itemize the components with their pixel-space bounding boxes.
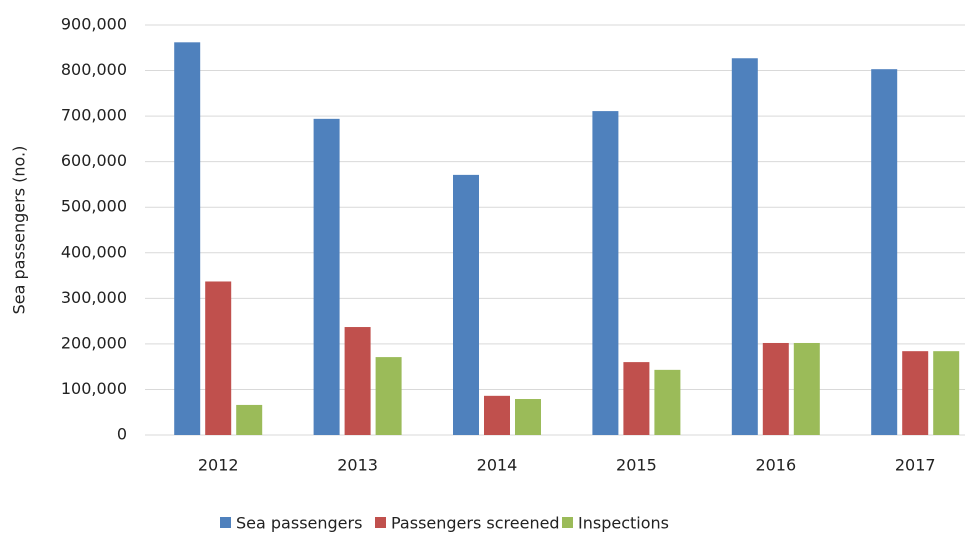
y-tick-label: 400,000 xyxy=(61,242,127,261)
bar xyxy=(793,342,820,435)
y-tick-label: 200,000 xyxy=(61,333,127,352)
bar xyxy=(902,351,929,435)
y-tick-label: 500,000 xyxy=(61,197,127,216)
y-tick-label: 300,000 xyxy=(61,288,127,307)
bar xyxy=(871,69,898,435)
bar xyxy=(933,351,960,435)
legend-swatch xyxy=(562,517,573,528)
y-tick-label: 0 xyxy=(117,425,127,444)
bar xyxy=(174,42,201,436)
bar xyxy=(453,174,479,435)
bar xyxy=(236,404,263,435)
y-tick-label: 100,000 xyxy=(61,379,127,398)
bar xyxy=(313,118,340,435)
legend-label: Inspections xyxy=(578,514,669,533)
bar xyxy=(515,399,541,435)
bar xyxy=(375,357,402,435)
bar xyxy=(484,395,510,435)
bar xyxy=(592,111,619,435)
x-tick-label: 2013 xyxy=(337,456,378,475)
x-tick-label: 2012 xyxy=(198,456,239,475)
bar xyxy=(205,281,232,435)
bar xyxy=(731,58,758,435)
legend-swatch xyxy=(375,517,386,528)
legend-label: Passengers screened xyxy=(391,514,560,533)
x-tick-label: 2017 xyxy=(895,456,936,475)
bar xyxy=(344,327,371,435)
x-tick-label: 2014 xyxy=(477,456,518,475)
y-tick-label: 900,000 xyxy=(61,15,127,34)
y-tick-label: 700,000 xyxy=(61,106,127,125)
legend-label: Sea passengers xyxy=(236,514,362,533)
y-axis-label: Sea passengers (no.) xyxy=(10,146,29,315)
x-tick-label: 2015 xyxy=(616,456,657,475)
y-tick-label: 600,000 xyxy=(61,151,127,170)
legend-swatch xyxy=(220,517,231,528)
y-tick-label: 800,000 xyxy=(61,60,127,79)
bar xyxy=(654,369,681,435)
x-tick-label: 2016 xyxy=(755,456,796,475)
bar xyxy=(623,362,650,435)
bar xyxy=(762,342,789,435)
